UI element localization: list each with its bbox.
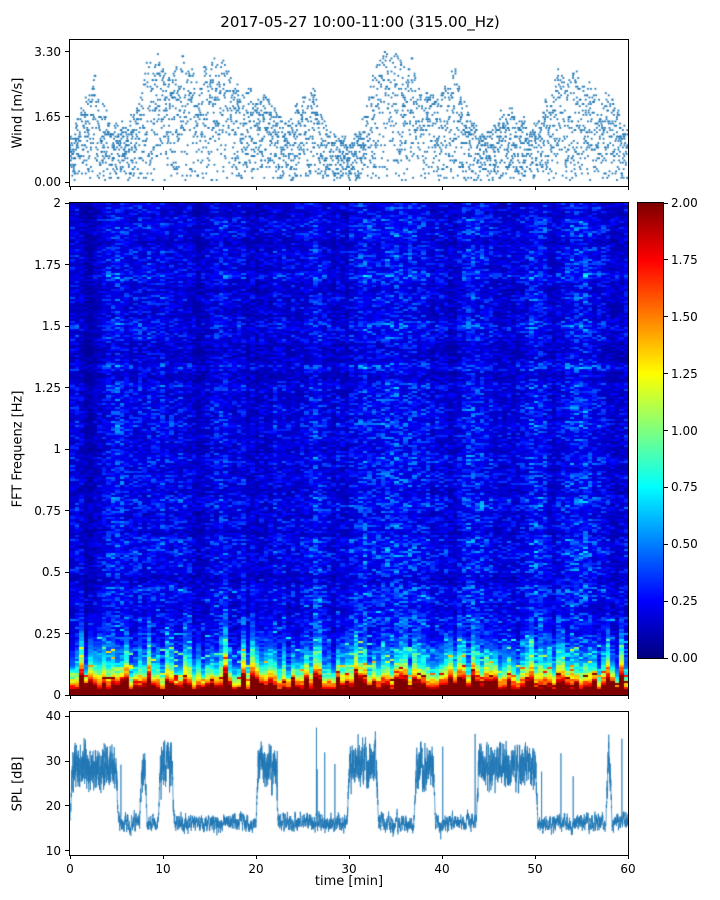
- colorbar-tick-label: 1.25: [671, 366, 698, 381]
- colorbar-tick-mark: [664, 543, 668, 545]
- colorbar-tick-mark: [664, 657, 668, 659]
- y-tick-label: 0: [53, 688, 61, 702]
- spectrogram-subplot: [69, 202, 629, 696]
- spl-line-canvas: [70, 712, 628, 855]
- colorbar-canvas: [638, 203, 663, 658]
- colorbar: [637, 202, 664, 659]
- colorbar-tick-mark: [664, 430, 668, 431]
- y-tick-label: 40: [45, 709, 61, 724]
- colorbar-tick-mark: [664, 486, 668, 488]
- spectrogram-canvas: [70, 203, 628, 695]
- colorbar-tick-label: 1.50: [671, 309, 698, 324]
- colorbar-tick-label: 0.00: [671, 651, 698, 665]
- colorbar-tick-label: 1.00: [671, 423, 698, 438]
- y-tick-label: 0.25: [34, 626, 61, 641]
- colorbar-tick-mark: [664, 316, 668, 318]
- y-tick-label: 20: [45, 798, 61, 813]
- colorbar-tick-mark: [664, 600, 668, 602]
- colorbar-tick-mark: [664, 202, 668, 204]
- y-tick-label: 1: [53, 442, 61, 456]
- colorbar-tick-label: 0.25: [671, 594, 698, 609]
- spectrogram-y-axis-label: FFT Frequenz [Hz]: [10, 390, 26, 508]
- y-tick-label: 1.5: [41, 319, 61, 333]
- colorbar-tick-label: 1.75: [671, 252, 698, 267]
- wind-y-axis-label: Wind [m/s]: [10, 77, 26, 149]
- y-tick-label: 1.65: [34, 109, 61, 124]
- spl-y-axis-label: SPL [dB]: [10, 756, 26, 812]
- x-axis-label: time [min]: [314, 874, 384, 889]
- colorbar-tick-mark: [664, 259, 668, 261]
- wind-scatter-canvas: [70, 40, 628, 186]
- colorbar-tick-label: 0.75: [671, 480, 698, 495]
- y-tick-label: 0.75: [34, 503, 61, 518]
- colorbar-tick-mark: [664, 373, 668, 375]
- figure-title: 2017-05-27 10:00-11:00 (315.00_Hz): [220, 13, 500, 31]
- y-tick-label: 10: [45, 843, 61, 858]
- y-tick-label: 1.75: [34, 257, 61, 272]
- y-tick-label: 2: [53, 196, 61, 210]
- y-tick-label: 30: [45, 754, 61, 769]
- y-tick-label: 0.5: [41, 565, 61, 579]
- spl-subplot: [69, 711, 629, 856]
- y-tick-label: 1.25: [34, 380, 61, 395]
- y-tick-label: 0.00: [34, 175, 61, 190]
- colorbar-tick-label: 0.50: [671, 537, 698, 552]
- colorbar-tick-label: 2.00: [671, 196, 698, 210]
- y-tick-label: 3.30: [34, 44, 61, 59]
- wind-subplot: [69, 39, 629, 187]
